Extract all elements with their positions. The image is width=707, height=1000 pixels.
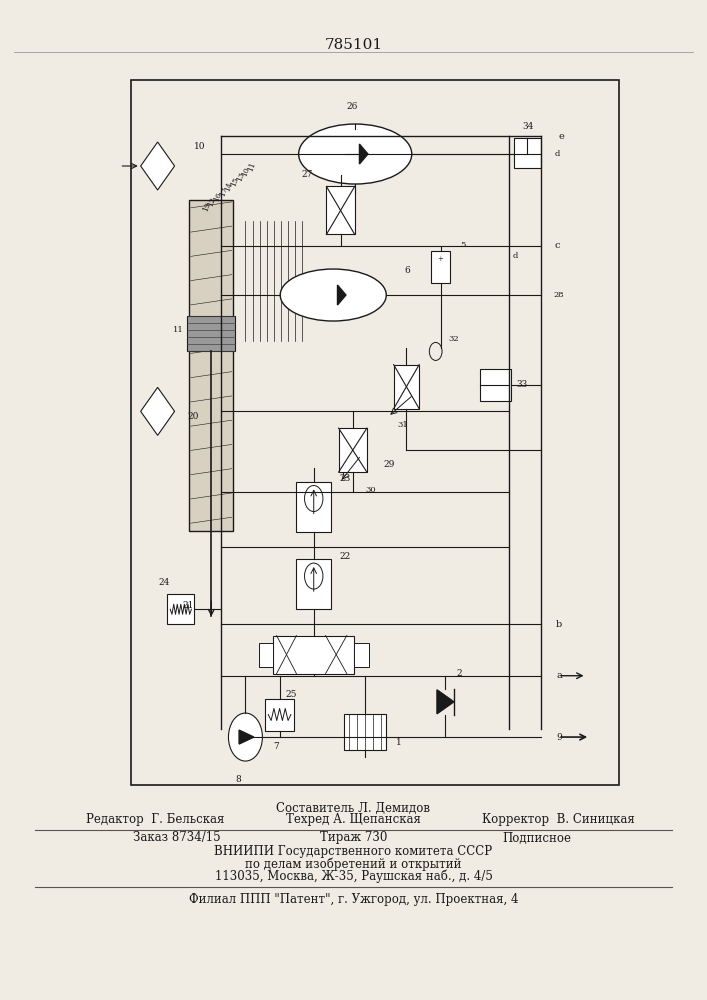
Text: a: a [556,671,562,680]
Text: Редактор  Г. Бельская: Редактор Г. Бельская [86,814,225,826]
Bar [296,482,332,532]
Text: 24: 24 [158,578,170,587]
Text: 11: 11 [246,161,257,173]
Bar [189,200,233,531]
Bar [168,594,194,624]
Text: 113035, Москва, Ж-35, Раушская наб., д. 4/5: 113035, Москва, Ж-35, Раушская наб., д. … [214,869,493,883]
Bar [265,698,293,730]
Bar [431,251,450,283]
Text: +: + [437,255,443,263]
Text: по делам изобретений и открытий: по делам изобретений и открытий [245,857,462,871]
Text: 14: 14 [223,181,235,193]
Text: d: d [555,150,560,158]
Text: 12: 12 [206,196,218,208]
Text: Подписное: Подписное [503,832,572,844]
Text: 31: 31 [397,421,408,429]
Bar [344,714,386,750]
Text: 28: 28 [554,291,564,299]
Text: 10: 10 [194,142,206,151]
Text: 9: 9 [556,733,562,742]
Polygon shape [239,730,254,744]
Text: 1: 1 [396,738,402,747]
Text: 6: 6 [404,266,410,275]
Bar [327,186,355,234]
Ellipse shape [298,124,411,184]
Text: Составитель Л. Демидов: Составитель Л. Демидов [276,802,431,814]
Bar [339,428,367,472]
Text: 2: 2 [457,669,462,678]
Text: Филиал ППП "Патент", г. Ужгород, ул. Проектная, 4: Филиал ППП "Патент", г. Ужгород, ул. Про… [189,894,518,906]
Bar [354,643,368,667]
Text: 30: 30 [365,486,375,494]
Text: 7: 7 [273,742,279,751]
Polygon shape [437,690,454,714]
Polygon shape [359,144,368,164]
Text: 32: 32 [448,335,459,343]
Polygon shape [141,387,175,435]
Text: 17: 17 [218,186,229,198]
Text: ВНИИПИ Государственного комитета СССР: ВНИИПИ Государственного комитета СССР [214,846,493,858]
Bar [479,369,511,401]
Text: 27: 27 [301,170,312,179]
Text: 21: 21 [182,601,194,610]
Bar [259,643,273,667]
Text: 13: 13 [235,171,246,183]
Text: 785101: 785101 [325,38,382,52]
Text: 25: 25 [286,690,297,699]
Text: 8: 8 [235,775,241,784]
Bar [394,365,419,409]
Text: Тираж 730: Тираж 730 [320,832,387,844]
Bar [296,559,332,609]
Text: Заказ 8734/15: Заказ 8734/15 [133,832,221,844]
Bar [131,80,619,785]
Text: 22: 22 [340,552,351,561]
Text: 33: 33 [516,380,527,389]
Polygon shape [337,285,346,305]
Text: 16: 16 [212,191,223,203]
Text: 15: 15 [229,176,240,188]
Text: 34: 34 [522,122,534,131]
Circle shape [228,713,262,761]
Text: e: e [559,132,564,141]
Text: 23: 23 [340,474,351,483]
Text: 20: 20 [187,412,199,421]
Text: 10: 10 [240,166,252,178]
Polygon shape [141,142,175,190]
Bar [514,138,541,168]
Ellipse shape [280,269,386,321]
Bar [273,636,354,674]
Text: d: d [513,252,518,260]
Text: Техред А. Щепанская: Техред А. Щепанская [286,814,421,826]
Text: b: b [556,620,562,629]
Text: 11: 11 [173,326,184,334]
Text: 5: 5 [460,241,466,249]
Text: 26: 26 [346,102,357,111]
Bar [187,316,235,351]
Text: 19: 19 [201,201,212,213]
Text: c: c [555,241,560,250]
Text: 29: 29 [384,460,395,469]
Text: Корректор  В. Синицкая: Корректор В. Синицкая [482,814,635,826]
